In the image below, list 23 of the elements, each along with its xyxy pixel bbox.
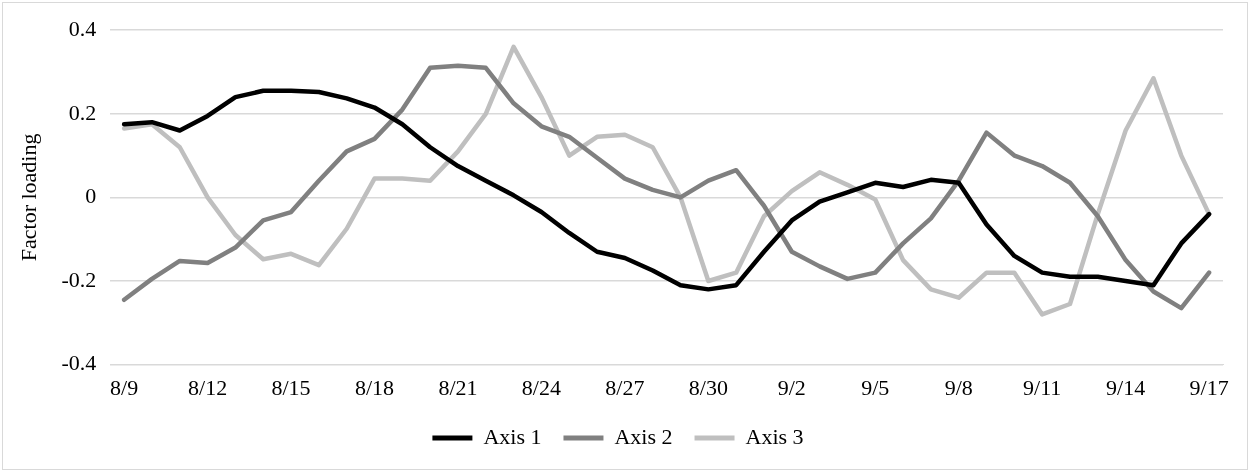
y-tick-label: 0.4 bbox=[68, 15, 97, 41]
legend-label: Axis 3 bbox=[745, 423, 804, 449]
y-axis-title: Factor loading bbox=[15, 133, 41, 262]
x-tick-label: 8/27 bbox=[605, 374, 645, 400]
y-tick-label: 0.2 bbox=[68, 99, 97, 125]
x-tick-label: 9/2 bbox=[777, 374, 806, 400]
y-tick-label: -0.4 bbox=[61, 350, 97, 376]
y-tick-label: -0.2 bbox=[61, 266, 97, 292]
x-tick-label: 9/14 bbox=[1106, 374, 1146, 400]
x-tick-label: 8/18 bbox=[354, 374, 395, 400]
x-tick-label: 8/15 bbox=[271, 374, 311, 400]
legend-label: Axis 2 bbox=[614, 423, 673, 449]
x-tick-label: 8/9 bbox=[110, 374, 139, 400]
legend-label: Axis 1 bbox=[483, 423, 542, 449]
x-tick-label: 9/8 bbox=[944, 374, 973, 400]
x-tick-label: 8/12 bbox=[188, 374, 228, 400]
x-tick-label: 9/5 bbox=[861, 374, 890, 400]
x-tick-label: 9/11 bbox=[1023, 374, 1062, 400]
y-tick-label: 0 bbox=[85, 183, 97, 209]
x-tick-label: 8/24 bbox=[521, 374, 561, 400]
x-tick-label: 8/30 bbox=[688, 374, 728, 400]
x-tick-label: 8/21 bbox=[438, 374, 478, 400]
x-tick-label: 9/17 bbox=[1189, 374, 1229, 400]
